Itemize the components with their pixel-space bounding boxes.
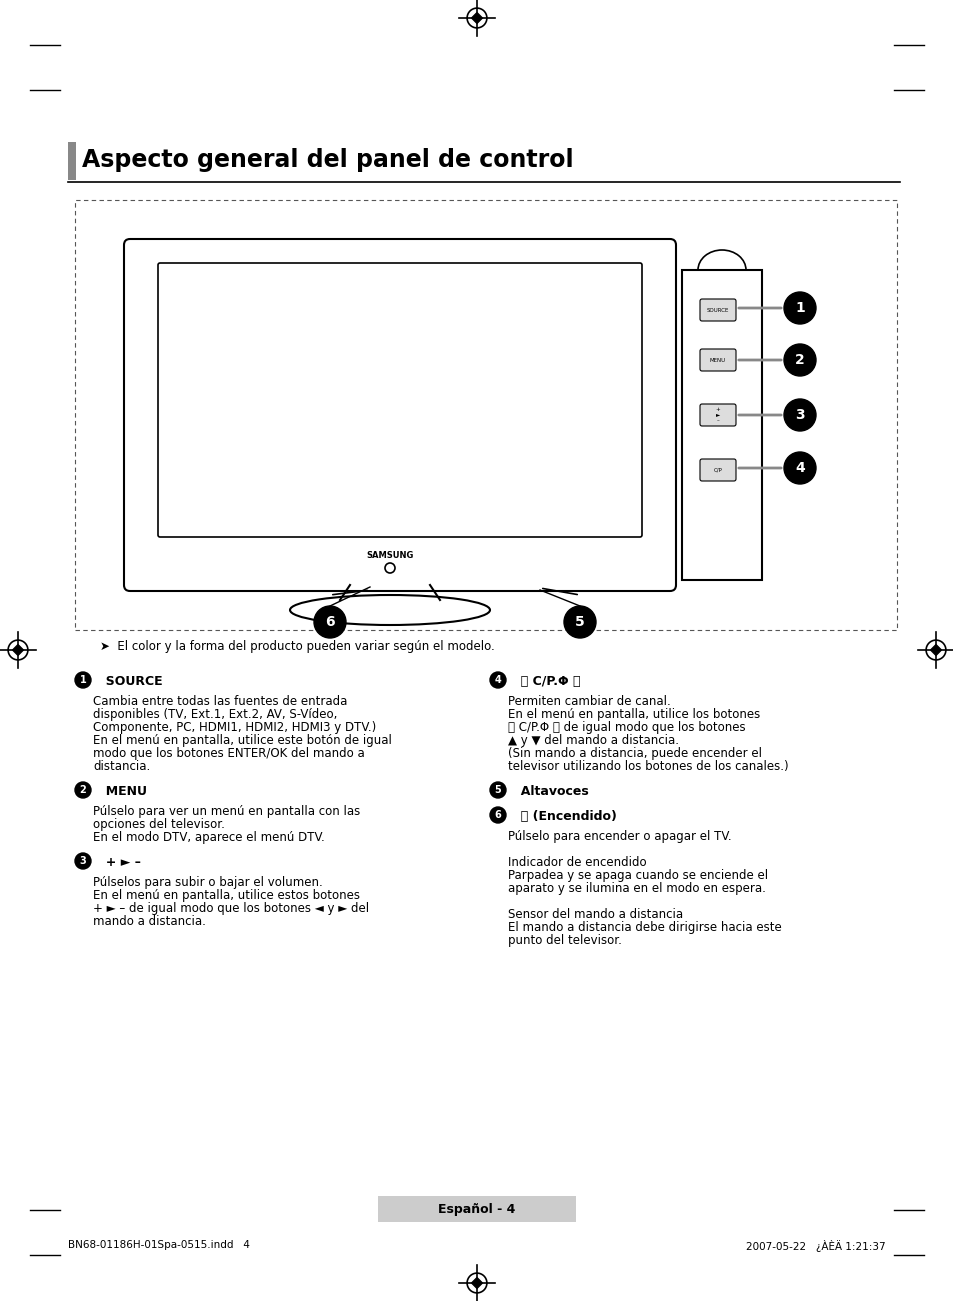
Text: Altavoces: Altavoces [512,785,588,798]
Circle shape [75,782,91,798]
Circle shape [314,606,346,637]
Polygon shape [12,644,24,656]
Text: 1: 1 [794,301,804,315]
Text: SOURCE: SOURCE [706,307,728,312]
Text: aparato y se ilumina en el modo en espera.: aparato y se ilumina en el modo en esper… [507,882,765,895]
Text: MENU: MENU [97,785,147,798]
Text: 〈 C/P.Φ 〉 de igual modo que los botones: 〈 C/P.Φ 〉 de igual modo que los botones [507,721,745,734]
Text: (Sin mando a distancia, puede encender el: (Sin mando a distancia, puede encender e… [507,747,761,760]
Text: 6: 6 [494,811,501,820]
Text: disponibles (TV, Ext.1, Ext.2, AV, S-Vídeo,: disponibles (TV, Ext.1, Ext.2, AV, S-Víd… [92,708,337,721]
FancyBboxPatch shape [700,299,735,321]
Text: BN68-01186H-01Spa-0515.indd   4: BN68-01186H-01Spa-0515.indd 4 [68,1240,250,1250]
Text: Púlselo para encender o apagar el TV.: Púlselo para encender o apagar el TV. [507,830,731,843]
FancyBboxPatch shape [700,349,735,371]
Text: 5: 5 [575,615,584,628]
Circle shape [783,399,815,431]
Text: Púlselos para subir o bajar el volumen.: Púlselos para subir o bajar el volumen. [92,876,322,889]
Text: El mando a distancia debe dirigirse hacia este: El mando a distancia debe dirigirse haci… [507,921,781,934]
Text: Indicador de encendido: Indicador de encendido [507,856,646,869]
Circle shape [783,451,815,484]
Text: 4: 4 [794,461,804,475]
Polygon shape [471,1278,482,1288]
Text: opciones del televisor.: opciones del televisor. [92,818,225,831]
Text: SAMSUNG: SAMSUNG [366,550,414,559]
FancyBboxPatch shape [700,459,735,481]
Text: televisor utilizando los botones de los canales.): televisor utilizando los botones de los … [507,760,788,773]
FancyBboxPatch shape [700,405,735,425]
Text: En el modo DTV, aparece el menú DTV.: En el modo DTV, aparece el menú DTV. [92,831,324,844]
Text: + ► –: + ► – [97,856,141,869]
Text: 5: 5 [494,785,501,795]
Text: MENU: MENU [709,358,725,363]
Text: 2007-05-22   ¿ÀÈÄ 1:21:37: 2007-05-22 ¿ÀÈÄ 1:21:37 [745,1240,885,1252]
Text: En el menú en pantalla, utilice este botón de igual: En el menú en pantalla, utilice este bot… [92,734,392,747]
Text: distancia.: distancia. [92,760,150,773]
FancyBboxPatch shape [75,200,896,630]
Text: 6: 6 [325,615,335,628]
Text: 3: 3 [795,409,804,422]
Circle shape [490,673,505,688]
Text: mando a distancia.: mando a distancia. [92,915,206,928]
Text: Permiten cambiar de canal.: Permiten cambiar de canal. [507,695,670,708]
Circle shape [75,673,91,688]
Text: ▲ y ▼ del mando a distancia.: ▲ y ▼ del mando a distancia. [507,734,679,747]
Text: 2: 2 [79,785,87,795]
FancyBboxPatch shape [68,142,76,180]
Text: C/P: C/P [713,467,721,472]
Text: En el menú en pantalla, utilice los botones: En el menú en pantalla, utilice los boto… [507,708,760,721]
Circle shape [490,782,505,798]
Circle shape [563,606,596,637]
Text: 3: 3 [79,856,87,866]
Text: 2: 2 [794,353,804,367]
Polygon shape [929,644,941,656]
FancyBboxPatch shape [124,239,676,591]
Text: Cambia entre todas las fuentes de entrada: Cambia entre todas las fuentes de entrad… [92,695,347,708]
Text: Español - 4: Español - 4 [437,1202,516,1215]
Text: SOURCE: SOURCE [97,675,162,688]
Text: 4: 4 [494,675,501,686]
Circle shape [783,343,815,376]
Text: 〈 C/P.Φ 〉: 〈 C/P.Φ 〉 [512,675,579,688]
Text: ➤  El color y la forma del producto pueden variar según el modelo.: ➤ El color y la forma del producto puede… [100,640,495,653]
FancyBboxPatch shape [377,1196,576,1222]
Text: +
►
–: + ► – [715,407,720,423]
Circle shape [783,291,815,324]
Text: Componente, PC, HDMI1, HDMI2, HDMI3 y DTV.): Componente, PC, HDMI1, HDMI2, HDMI3 y DT… [92,721,375,734]
Text: Aspecto general del panel de control: Aspecto general del panel de control [82,148,573,172]
FancyBboxPatch shape [158,263,641,537]
Text: ⏻ (Encendido): ⏻ (Encendido) [512,811,617,824]
Text: modo que los botones ENTER/OK del mando a: modo que los botones ENTER/OK del mando … [92,747,364,760]
Text: En el menú en pantalla, utilice estos botones: En el menú en pantalla, utilice estos bo… [92,889,359,902]
Text: 1: 1 [79,675,87,686]
Text: Parpadea y se apaga cuando se enciende el: Parpadea y se apaga cuando se enciende e… [507,869,767,882]
Text: Púlselo para ver un menú en pantalla con las: Púlselo para ver un menú en pantalla con… [92,805,360,818]
Circle shape [75,853,91,869]
Text: punto del televisor.: punto del televisor. [507,934,621,947]
Text: + ► – de igual modo que los botones ◄ y ► del: + ► – de igual modo que los botones ◄ y … [92,902,369,915]
Polygon shape [471,13,482,23]
Circle shape [490,807,505,824]
Text: Sensor del mando a distancia: Sensor del mando a distancia [507,908,682,921]
